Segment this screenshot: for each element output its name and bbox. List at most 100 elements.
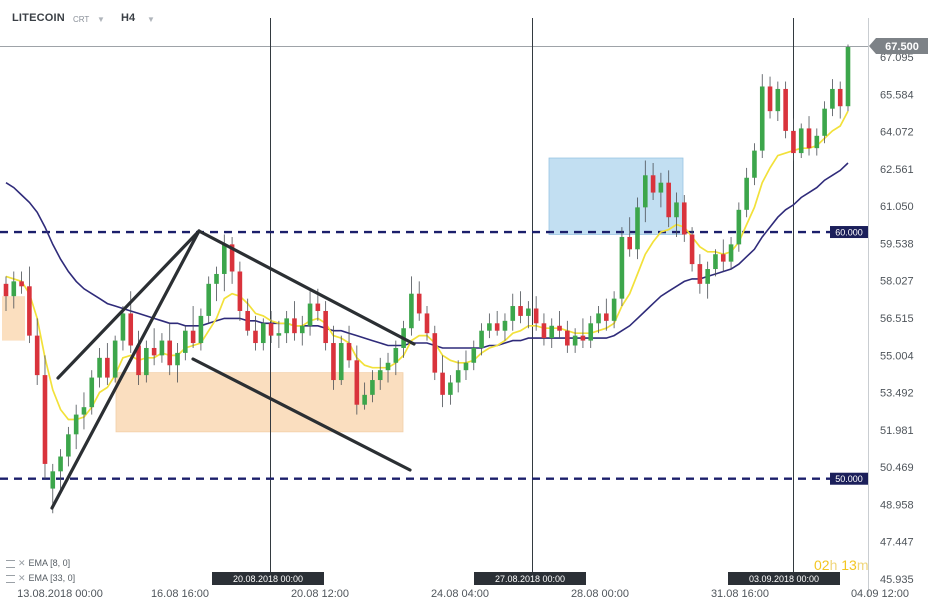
candle-body bbox=[128, 313, 134, 346]
y-tick-label: 47.447 bbox=[880, 537, 914, 549]
close-icon[interactable]: ✕ bbox=[18, 558, 26, 568]
candle-body bbox=[432, 333, 438, 373]
candle-body bbox=[510, 306, 516, 321]
candle-body bbox=[42, 375, 48, 464]
x-tick-label: 24.08 04:00 bbox=[431, 588, 489, 600]
candle-body bbox=[112, 340, 118, 378]
candle-body bbox=[19, 281, 24, 287]
legend-ema-slow[interactable]: ✕ EMA [33, 0] bbox=[6, 573, 75, 584]
y-tick-label: 58.027 bbox=[880, 276, 914, 288]
candle-body bbox=[830, 88, 835, 109]
candle-body bbox=[27, 286, 32, 336]
date-marker-bg bbox=[474, 572, 586, 585]
candle-body bbox=[845, 47, 851, 107]
indicator-settings-icon[interactable] bbox=[6, 574, 15, 583]
legend-ema-fast[interactable]: ✕ EMA [8, 0] bbox=[6, 558, 70, 569]
candle-body bbox=[151, 347, 157, 356]
candle-body bbox=[533, 308, 539, 324]
x-tick-label: 13.08.2018 00:00 bbox=[17, 588, 103, 600]
candle-body bbox=[284, 318, 289, 334]
x-tick-label: 31.08 16:00 bbox=[711, 588, 769, 600]
date-marker-label: 20.08.2018 00:00 bbox=[233, 574, 303, 584]
y-tick-label: 64.072 bbox=[880, 127, 914, 139]
y-tick-label: 59.538 bbox=[880, 238, 914, 250]
candle-timer: 02h 13m bbox=[814, 557, 869, 573]
timer-minutes: 13 bbox=[841, 557, 857, 573]
candle-body bbox=[455, 370, 461, 383]
candle-body bbox=[229, 244, 235, 272]
timeframe-selector[interactable]: H4 bbox=[121, 12, 136, 24]
candle-body bbox=[253, 330, 258, 344]
data-source[interactable]: CRT bbox=[73, 15, 90, 24]
candle-body bbox=[97, 357, 102, 378]
candle-body bbox=[190, 330, 196, 344]
candle-body bbox=[814, 135, 820, 149]
y-tick-label: 65.584 bbox=[880, 89, 914, 101]
y-tick-label: 62.561 bbox=[880, 164, 914, 176]
candle-body bbox=[635, 207, 640, 250]
candle-body bbox=[463, 362, 469, 371]
candle-body bbox=[393, 347, 399, 363]
candle-body bbox=[487, 323, 492, 331]
candle-body bbox=[385, 362, 391, 371]
candle-body bbox=[323, 310, 328, 344]
caret-down-icon[interactable]: ▼ bbox=[97, 15, 105, 24]
candle-body bbox=[237, 271, 243, 311]
candle-body bbox=[720, 254, 726, 262]
indicator-settings-icon[interactable] bbox=[6, 559, 15, 568]
candle-body bbox=[34, 335, 40, 376]
candle-body bbox=[315, 303, 321, 311]
date-marker-bg bbox=[728, 572, 840, 585]
candle-body bbox=[666, 182, 671, 218]
x-tick-label: 04.09 12:00 bbox=[851, 588, 909, 600]
candle-body bbox=[245, 310, 250, 331]
candle-body bbox=[440, 372, 445, 395]
candle-body bbox=[611, 298, 617, 321]
candle-body bbox=[354, 360, 360, 405]
highlight-zone-blue bbox=[548, 157, 684, 235]
candle-body bbox=[448, 382, 453, 395]
candle-body bbox=[416, 293, 422, 314]
highlight-zone-orange bbox=[2, 296, 25, 341]
candle-body bbox=[58, 456, 63, 472]
candle-body bbox=[338, 343, 344, 381]
candle-body bbox=[689, 234, 695, 265]
candle-body bbox=[744, 177, 749, 210]
y-tick-label: 61.050 bbox=[880, 201, 914, 213]
candle-body bbox=[167, 340, 173, 366]
candle-body bbox=[299, 325, 305, 334]
candle-body bbox=[705, 269, 710, 284]
candle-body bbox=[806, 128, 812, 149]
y-tick-label: 50.469 bbox=[880, 462, 914, 474]
y-tick-label: 67.095 bbox=[880, 52, 914, 64]
trend-line bbox=[191, 357, 412, 472]
candle-body bbox=[775, 88, 781, 112]
caret-down-icon[interactable]: ▼ bbox=[147, 15, 155, 24]
candle-body bbox=[604, 313, 609, 321]
candle-body bbox=[798, 128, 804, 154]
legend-params: [33, 0] bbox=[50, 573, 76, 583]
candle-body bbox=[642, 175, 648, 208]
y-tick-label: 55.004 bbox=[880, 350, 914, 362]
candle-body bbox=[221, 244, 227, 274]
highlight-zone-orange bbox=[115, 372, 404, 433]
trend-line bbox=[197, 229, 416, 346]
close-icon[interactable]: ✕ bbox=[18, 573, 26, 583]
candle-body bbox=[136, 345, 141, 376]
candle-body bbox=[89, 377, 95, 408]
date-marker-label: 27.08.2018 00:00 bbox=[495, 574, 565, 584]
candle-body bbox=[557, 325, 562, 331]
candle-body bbox=[81, 407, 87, 415]
candle-body bbox=[736, 209, 742, 245]
candle-body bbox=[674, 202, 679, 218]
candle-body bbox=[658, 182, 664, 193]
candle-body bbox=[331, 343, 336, 381]
candle-body bbox=[713, 254, 718, 270]
y-tick-label: 53.492 bbox=[880, 388, 914, 400]
candle-body bbox=[307, 303, 313, 326]
candle-body bbox=[3, 283, 9, 297]
symbol-name[interactable]: LITECOIN bbox=[12, 12, 65, 24]
candle-body bbox=[362, 394, 367, 405]
candle-body bbox=[580, 335, 586, 341]
